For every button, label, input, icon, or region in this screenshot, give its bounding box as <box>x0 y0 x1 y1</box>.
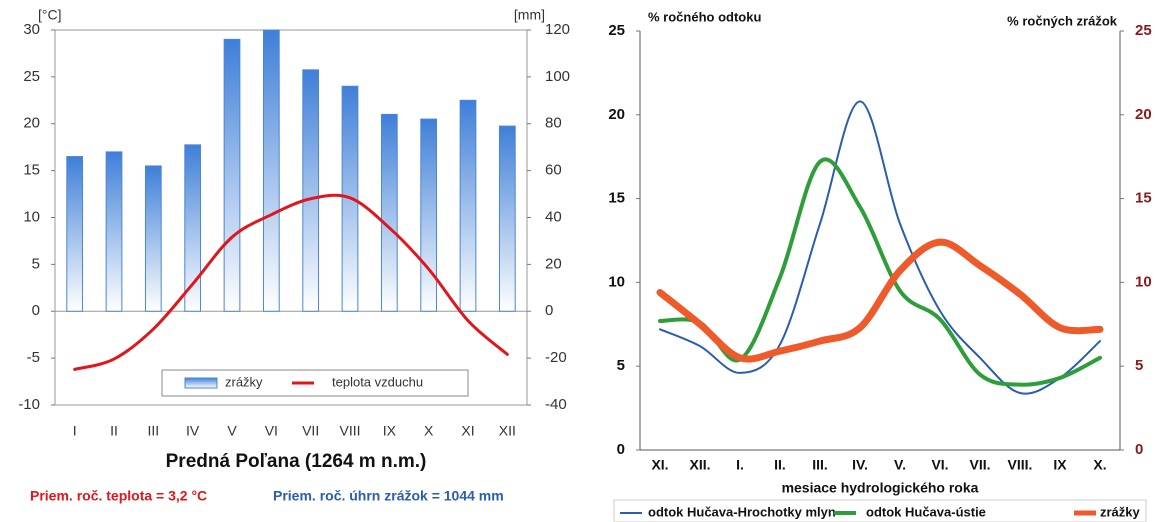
x-tick-label: III. <box>812 457 828 473</box>
bar <box>302 69 320 312</box>
y-tick-label: 25 <box>23 68 40 85</box>
annotation: Priem. roč. úhrn zrážok = 1044 mm <box>273 488 504 504</box>
y2-tick-label: 5 <box>1135 357 1143 374</box>
bar <box>66 156 84 312</box>
y2-tick-label: 60 <box>545 162 562 179</box>
plot-frame <box>54 29 528 406</box>
y2-tick-label: -40 <box>545 396 567 413</box>
y2-tick-label: 20 <box>1135 106 1152 123</box>
bar <box>144 165 162 312</box>
x-tick-label: X. <box>1093 457 1106 473</box>
x-tick-label: IX <box>383 423 397 439</box>
x-tick-label: XI. <box>651 457 668 473</box>
line <box>73 193 509 371</box>
bar <box>380 113 398 312</box>
annotation: Priem. roč. teplota = 3,2 °C <box>30 488 207 504</box>
x-tick-label: XII. <box>689 457 710 473</box>
y-tick-label: 15 <box>608 190 625 207</box>
bar <box>498 125 516 312</box>
y2-tick-label: 25 <box>1135 22 1152 39</box>
bar <box>420 118 438 312</box>
y-tick-label: -10 <box>18 396 40 413</box>
y2-tick-label: 120 <box>545 21 570 38</box>
x-tick-label: IV <box>186 423 200 439</box>
legend-box <box>613 499 1147 522</box>
x-tick-label: VII <box>302 423 319 439</box>
y2-tick-label: 0 <box>1135 441 1143 458</box>
y-tick-label: 25 <box>608 22 625 39</box>
y2-label: [mm] <box>514 7 545 23</box>
y2-tick-label: 15 <box>1135 190 1152 207</box>
y-tick-label: -5 <box>27 349 40 366</box>
y2-tick-label: 100 <box>545 68 570 85</box>
y-tick-label: 5 <box>32 255 40 272</box>
x-tick-label: VII. <box>969 457 990 473</box>
legend-label: odtok Hučava-ústie <box>866 504 986 519</box>
x-tick-label: V. <box>894 457 906 473</box>
y-tick-label: 20 <box>608 106 625 123</box>
x-label: mesiace hydrologického roka <box>782 480 979 496</box>
y-tick-label: 10 <box>23 208 40 225</box>
x-tick-label: IX <box>1053 457 1067 473</box>
y2-tick-label: 40 <box>545 208 562 225</box>
line <box>659 100 1101 395</box>
x-tick-label: X <box>424 423 434 439</box>
x-tick-label: I <box>73 423 77 439</box>
x-tick-label: II. <box>774 457 786 473</box>
y2-tick-label: 0 <box>545 302 553 319</box>
y-tick-label: 5 <box>617 357 625 374</box>
bar <box>105 151 123 312</box>
y-label: [°C] <box>38 7 62 23</box>
x-tick-label: IV. <box>852 457 868 473</box>
x-tick-label: II <box>110 423 118 439</box>
y-label: % ročného odtoku <box>648 9 761 24</box>
line <box>656 238 1104 363</box>
y2-label: % ročných zrážok <box>1007 13 1118 28</box>
x-tick-label: I. <box>736 457 744 473</box>
y-tick-label: 30 <box>23 21 40 38</box>
legend-label: odtok Hučava-Hrochotky mlyn <box>648 504 836 519</box>
y-tick-label: 20 <box>23 115 40 132</box>
x-tick-label: III <box>147 423 159 439</box>
x-tick-label: V <box>227 423 237 439</box>
bar <box>223 38 241 312</box>
legend-label: teplota vzduchu <box>332 374 423 389</box>
y-tick-label: 0 <box>617 441 625 458</box>
bar <box>262 29 280 312</box>
x-tick-label: XII <box>499 423 516 439</box>
legend-label: zrážky <box>225 374 263 389</box>
y-tick-label: 0 <box>32 302 40 319</box>
y2-tick-label: 10 <box>1135 273 1152 290</box>
bar <box>459 99 477 312</box>
y2-tick-label: 80 <box>545 115 562 132</box>
x-tick-label: VIII. <box>1008 457 1033 473</box>
y2-tick-label: -20 <box>545 349 567 366</box>
x-tick-label: VI <box>265 423 278 439</box>
x-tick-label: VI. <box>931 457 948 473</box>
x-tick-label: VIII <box>339 423 360 439</box>
y-tick-label: 10 <box>608 273 625 290</box>
x-tick-label: XI <box>461 423 474 439</box>
bar <box>184 144 202 312</box>
legend-swatch <box>184 377 218 389</box>
legend-label: zrážky <box>1100 504 1141 519</box>
y-tick-label: 15 <box>23 162 40 179</box>
chart-title: Predná Poľana (1264 m n.m.) <box>166 451 427 472</box>
y2-tick-label: 20 <box>545 255 562 272</box>
